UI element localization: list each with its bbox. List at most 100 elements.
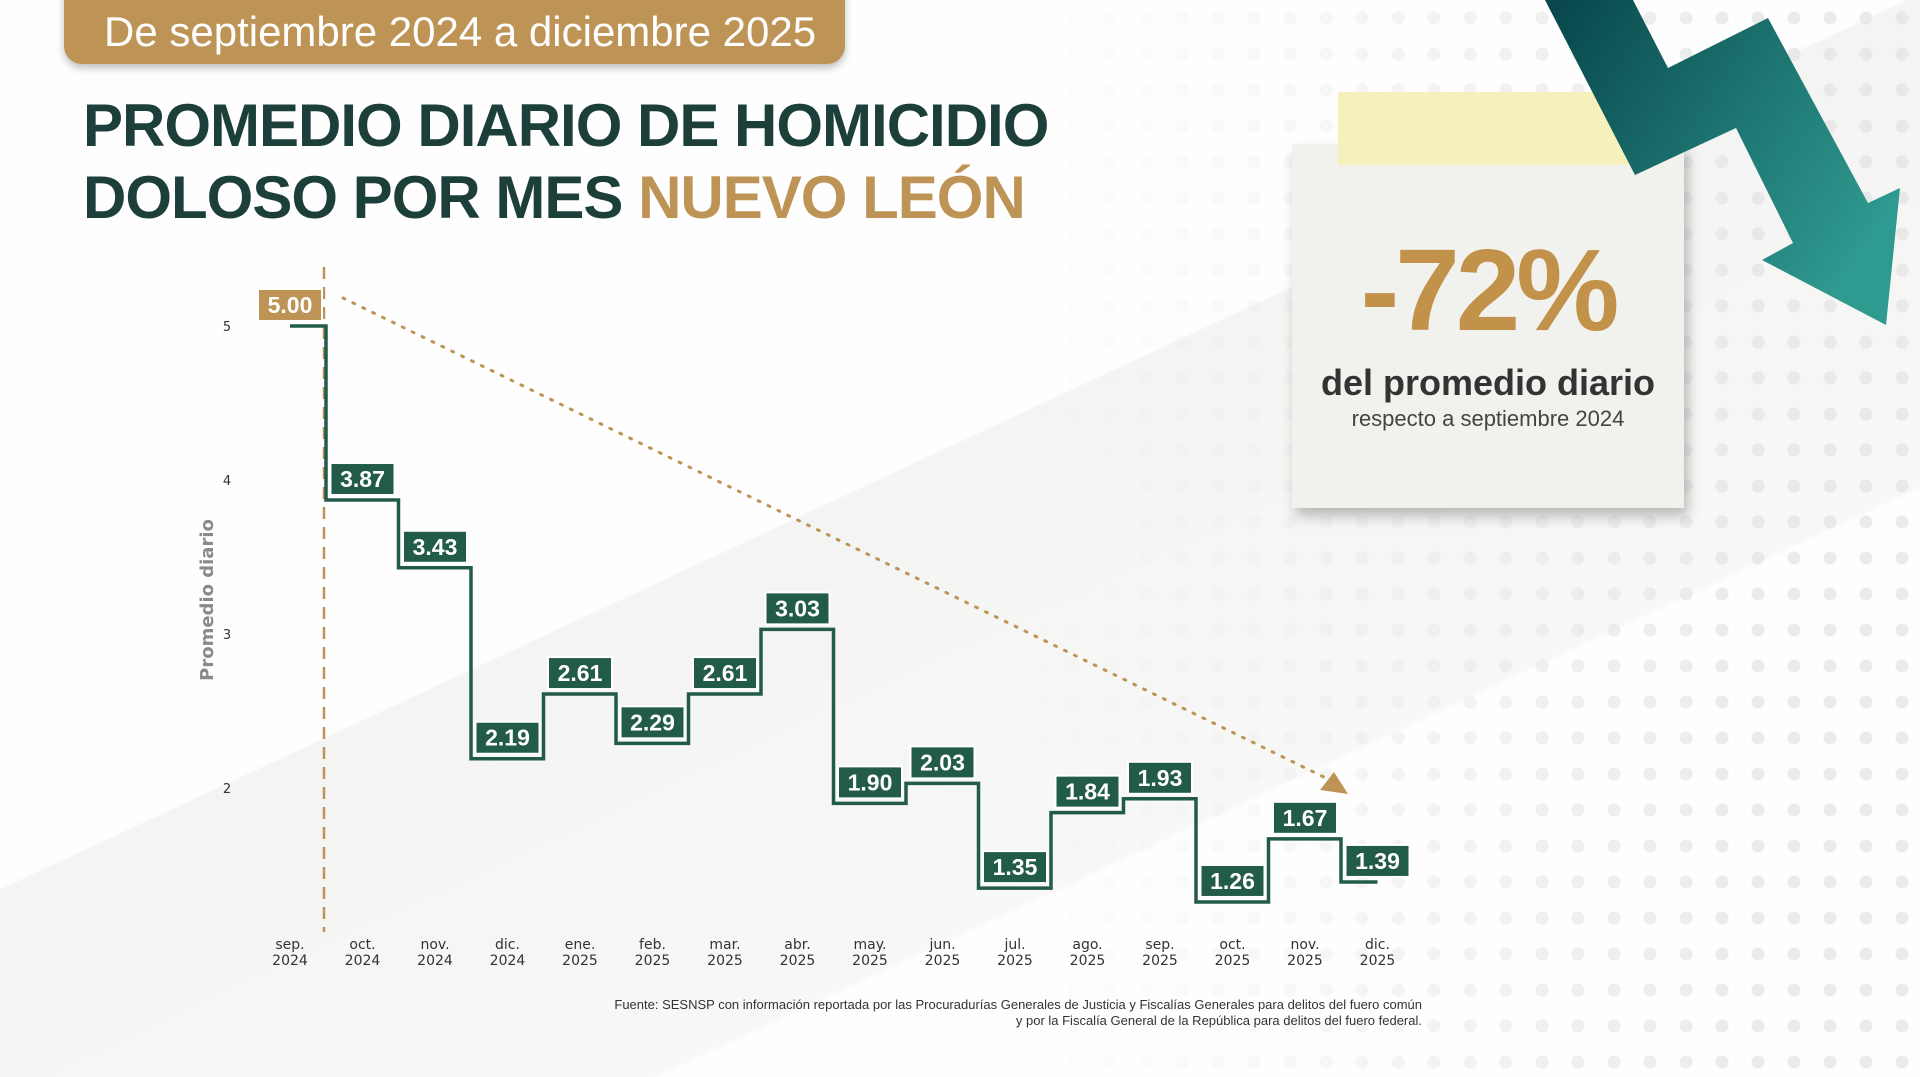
data-label-box xyxy=(764,591,831,626)
data-label-box xyxy=(837,765,903,800)
x-tick-year: 2025 xyxy=(635,953,671,969)
data-label: 5.00 xyxy=(257,288,323,322)
x-tick-label: mar. 2025 xyxy=(707,937,743,969)
data-label: 1.26 xyxy=(1199,863,1266,898)
x-tick-year: 2025 xyxy=(780,953,816,969)
x-tick-year: 2025 xyxy=(1287,953,1323,969)
x-tick-year: 2024 xyxy=(417,953,453,969)
title-state: NUEVO LEÓN xyxy=(638,164,1026,231)
y-tick-label: 4 xyxy=(223,474,231,489)
x-tick-month: feb. xyxy=(639,937,666,953)
x-tick-label: abr. 2025 xyxy=(780,937,816,969)
x-tick-label: dic. 2024 xyxy=(490,937,526,969)
x-tick-label: sep. 2024 xyxy=(272,937,308,969)
x-tick-year: 2025 xyxy=(707,953,743,969)
data-label-text: 3.87 xyxy=(340,466,385,492)
data-label-text: 2.61 xyxy=(703,660,748,686)
data-label-box xyxy=(982,850,1048,885)
y-tick-label: 5 xyxy=(223,320,231,335)
x-tick-label: may. 2025 xyxy=(852,937,888,969)
data-label: 3.87 xyxy=(329,462,396,497)
page-title: PROMEDIO DIARIO DE HOMICIDIO DOLOSO POR … xyxy=(83,90,1049,234)
data-label-text: 2.61 xyxy=(558,660,603,686)
x-tick-year: 2025 xyxy=(562,953,598,969)
title-line2-main: DOLOSO POR MES xyxy=(83,164,623,231)
data-label-box xyxy=(1344,843,1411,878)
data-label: 1.35 xyxy=(982,850,1048,885)
x-tick-month: dic. xyxy=(495,937,520,953)
percent-change: -72% xyxy=(1360,225,1620,355)
data-label: 2.61 xyxy=(692,656,758,691)
data-label: 2.29 xyxy=(619,705,686,740)
data-label: 1.39 xyxy=(1344,843,1411,878)
data-label-text: 2.19 xyxy=(485,725,530,751)
note-card xyxy=(1292,144,1684,508)
x-tick-month: sep. xyxy=(1145,937,1174,953)
x-tick-label: oct. 2025 xyxy=(1215,937,1251,969)
x-tick-month: mar. xyxy=(709,937,740,953)
x-tick-label: ago. 2025 xyxy=(1070,937,1106,969)
data-label-text: 1.67 xyxy=(1283,805,1328,831)
data-label-text: 2.03 xyxy=(920,749,965,775)
data-label-box xyxy=(1127,760,1193,795)
data-label-box xyxy=(402,529,468,564)
data-label: 1.67 xyxy=(1272,800,1338,835)
x-tick-month: ene. xyxy=(565,937,596,953)
data-label-box xyxy=(474,720,541,755)
data-label-box xyxy=(1272,800,1338,835)
source-line2: y por la Fiscalía General de la Repúblic… xyxy=(1015,1013,1422,1028)
x-tick-month: nov. xyxy=(420,937,449,953)
data-label: 1.90 xyxy=(837,765,903,800)
x-tick-label: sep. 2025 xyxy=(1142,937,1178,969)
x-tick-year: 2025 xyxy=(1070,953,1106,969)
x-tick-month: sep. xyxy=(275,937,304,953)
note-line1: del promedio diario xyxy=(1320,362,1656,403)
data-label-box xyxy=(329,462,396,497)
data-label-box xyxy=(909,745,976,780)
data-label: 2.61 xyxy=(547,656,613,691)
data-label: 3.43 xyxy=(402,529,468,564)
x-tick-label: dic. 2025 xyxy=(1360,937,1396,969)
data-label: 3.03 xyxy=(764,591,831,626)
x-tick-label: jun. 2025 xyxy=(925,937,961,969)
data-label: 1.84 xyxy=(1054,774,1121,809)
x-tick-year: 2024 xyxy=(490,953,526,969)
x-tick-year: 2025 xyxy=(1215,953,1251,969)
data-label-text: 3.43 xyxy=(413,534,458,560)
x-tick-month: dic. xyxy=(1365,937,1390,953)
data-label: 2.19 xyxy=(474,720,541,755)
x-tick-month: ago. xyxy=(1072,937,1102,953)
x-tick-year: 2025 xyxy=(997,953,1033,969)
x-tick-year: 2025 xyxy=(852,953,888,969)
data-label-text: 1.39 xyxy=(1355,848,1400,874)
title-line1: PROMEDIO DIARIO DE HOMICIDIO xyxy=(83,92,1049,159)
data-label-box xyxy=(692,656,758,691)
x-tick-month: oct. xyxy=(1219,937,1245,953)
x-tick-year: 2025 xyxy=(925,953,961,969)
data-label-box xyxy=(619,705,686,740)
data-label-text: 1.35 xyxy=(993,854,1038,880)
title-line2: DOLOSO POR MES NUEVO LEÓN xyxy=(83,162,1048,234)
x-tick-label: nov. 2024 xyxy=(417,937,453,969)
step-line xyxy=(290,324,1378,904)
trend-line xyxy=(341,296,1332,782)
data-label-box xyxy=(1054,774,1121,809)
x-tick-year: 2024 xyxy=(345,953,381,969)
data-label-text: 1.90 xyxy=(848,769,893,795)
x-tick-month: jun. xyxy=(928,937,955,953)
x-tick-month: jul. xyxy=(1003,937,1025,953)
data-label-text: 3.03 xyxy=(775,595,820,621)
x-tick-month: nov. xyxy=(1290,937,1319,953)
data-label-box xyxy=(547,656,613,691)
data-label-text: 2.29 xyxy=(630,709,675,735)
x-tick-year: 2024 xyxy=(272,953,308,969)
y-tick-label: 2 xyxy=(223,782,231,797)
x-tick-label: feb. 2025 xyxy=(635,937,671,969)
data-label: 1.93 xyxy=(1127,760,1193,795)
data-label-box xyxy=(257,288,323,322)
y-axis-label: Promedio diario xyxy=(197,519,218,681)
down-arrow-icon xyxy=(1545,0,1900,325)
x-tick-year: 2025 xyxy=(1142,953,1178,969)
